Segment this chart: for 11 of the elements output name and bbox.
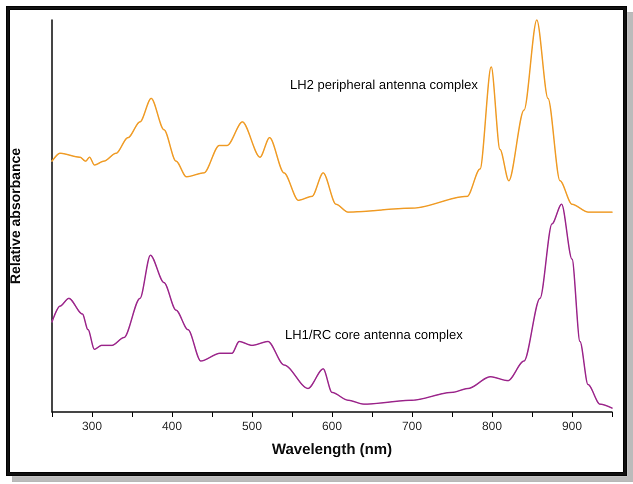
x-tick-label: 600	[322, 419, 342, 433]
x-tick-label: 400	[162, 419, 182, 433]
y-axis-title: Relative absorbance	[7, 148, 23, 284]
x-axis-title: Wavelength (nm)	[272, 441, 392, 458]
series-label: LH2 peripheral antenna complex	[290, 77, 478, 92]
x-tick-label: 800	[482, 419, 502, 433]
series-label: LH1/RC core antenna complex	[285, 327, 464, 342]
x-tick-label: 900	[562, 419, 582, 433]
x-tick-label: 500	[242, 419, 262, 433]
x-tick-label: 700	[402, 419, 422, 433]
x-tick-label: 300	[82, 419, 102, 433]
